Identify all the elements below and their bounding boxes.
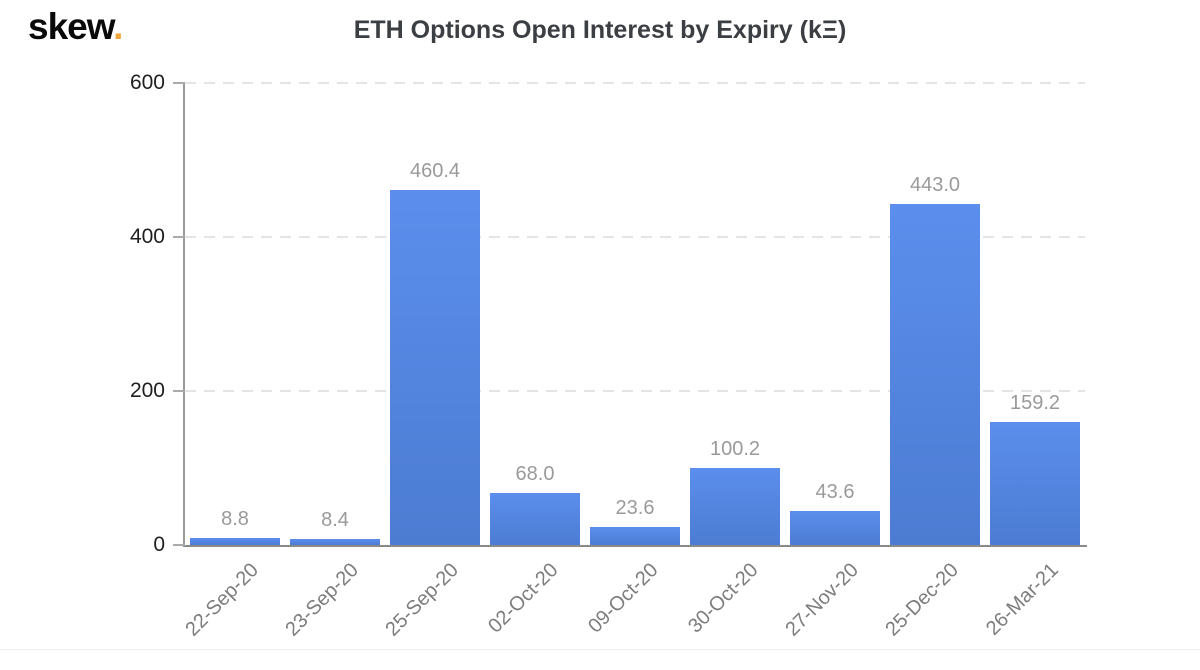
bar-09-Oct-20[interactable] (590, 527, 680, 545)
y-axis-label-600: 600 (129, 71, 165, 94)
y-axis-line (183, 83, 185, 545)
bar-value-label: 460.4 (409, 160, 461, 182)
bar-22-Sep-20[interactable] (190, 538, 280, 545)
skew-logo-text: skew (28, 6, 114, 47)
skew-logo-dot: . (113, 6, 123, 47)
gridline-600 (185, 82, 1085, 84)
y-axis-label-0: 0 (153, 533, 165, 556)
bar-02-Oct-20[interactable] (490, 493, 580, 545)
x-axis-label-25-Sep-20: 25-Sep-20 (380, 559, 463, 641)
bar-value-label: 8.4 (321, 509, 349, 531)
gridline-200 (185, 390, 1085, 392)
bar-27-Nov-20[interactable] (790, 511, 880, 545)
x-axis-label-25-Dec-20: 25-Dec-20 (880, 559, 963, 641)
skew-logo: skew. (28, 6, 123, 48)
bar-value-label: 8.8 (221, 508, 249, 530)
x-axis-label-30-Oct-20: 30-Oct-20 (684, 559, 763, 638)
chart-title: ETH Options Open Interest by Expiry (kΞ) (353, 16, 847, 44)
bar-value-label: 43.6 (815, 481, 855, 503)
bar-value-label: 159.2 (1009, 392, 1061, 414)
bar-25-Sep-20[interactable] (390, 190, 480, 545)
bar-value-label: 443.0 (909, 174, 961, 196)
y-axis-tick-600 (173, 82, 185, 84)
y-axis-tick-400 (173, 236, 185, 238)
bar-value-label: 23.6 (615, 497, 655, 519)
bar-25-Dec-20[interactable] (890, 204, 980, 545)
x-axis-label-22-Sep-20: 22-Sep-20 (180, 559, 263, 641)
y-axis-label-200: 200 (129, 379, 165, 402)
x-axis-line (183, 545, 1087, 547)
bottom-divider (0, 649, 1200, 650)
bar-23-Sep-20[interactable] (290, 539, 380, 545)
bar-30-Oct-20[interactable] (690, 468, 780, 545)
y-axis-label-400: 400 (129, 225, 165, 248)
gridline-400 (185, 236, 1085, 238)
x-axis-label-02-Oct-20: 02-Oct-20 (484, 559, 563, 638)
bar-value-label: 68.0 (515, 463, 555, 485)
y-axis-tick-0 (173, 544, 185, 546)
plot-area: 0 200 400 600 8.8 22-Sep-20 8.4 23-Sep-20 460.4 2… (130, 71, 1087, 641)
y-axis-tick-200 (173, 390, 185, 392)
x-axis-label-23-Sep-20: 23-Sep-20 (280, 559, 363, 641)
bar-value-label: 100.2 (709, 438, 761, 460)
x-axis-label-27-Nov-20: 27-Nov-20 (780, 559, 863, 641)
x-axis-label-09-Oct-20: 09-Oct-20 (584, 559, 663, 638)
x-axis-label-26-Mar-21: 26-Mar-21 (981, 559, 1063, 640)
bar-26-Mar-21[interactable] (990, 422, 1080, 545)
